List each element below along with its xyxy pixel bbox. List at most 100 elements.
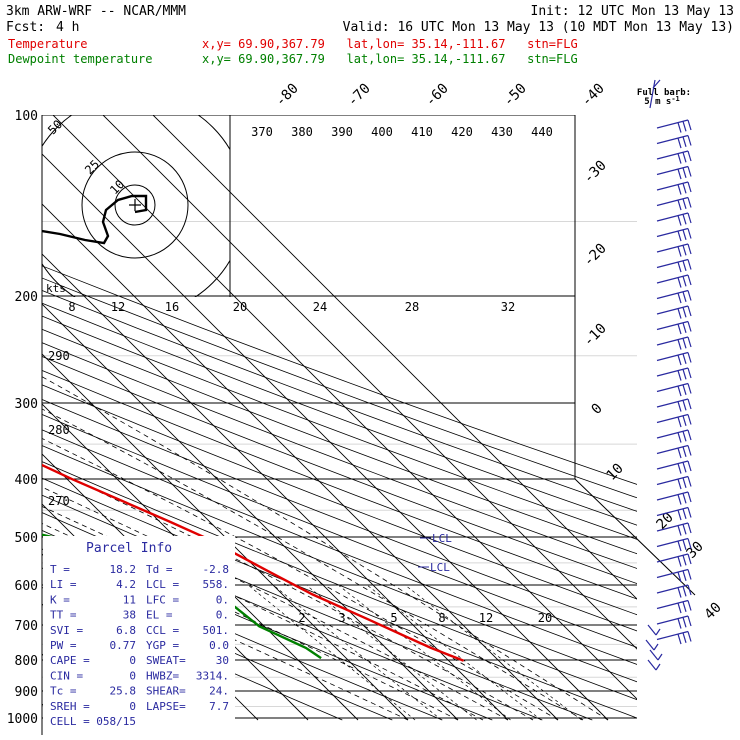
isotherm-right-label: 10 [604,461,627,484]
wind-barb-feather [677,277,682,288]
wind-barb-shaft [656,258,689,269]
wind-barb-feather [687,321,692,332]
parcel-param-value: 24. [209,685,229,698]
wind-barb-feather [682,601,687,612]
wind-barb-feather [677,432,682,443]
wind-barb-feather [687,538,692,549]
fcst-label: Fcst: [6,20,45,35]
isotherm-line [52,115,637,700]
wind-barb [656,382,692,397]
wind-barb-feather [687,305,692,317]
wind-barb [656,212,692,226]
wind-barb [656,351,692,366]
dry-adiabat-line [42,342,637,569]
wind-barb-feather [677,168,682,180]
wind-barb [656,119,692,133]
wind-barb-feather [682,136,687,147]
parcel-info-panel: Parcel Info T = 18.2 Td = -2.8 LI = 4.2 LCL = 5… [43,536,235,730]
parcel-param-value: 558. [203,578,230,591]
wind-barb-feather [687,553,692,565]
wind-barb-feather [677,215,682,226]
theta-left-label: 280 [48,423,70,437]
parcel-param-label: SHEAR= [146,685,186,698]
wind-barb-feather [687,507,692,518]
wind-barb [656,429,692,443]
wind-barb-feather [677,385,682,397]
wind-barb-shaft [656,181,689,191]
parcel-param-label: CIN = [50,669,83,682]
wind-barb-shaft [656,475,689,486]
wind-barb-feather [682,260,687,271]
parcel-param-label: PW = [50,639,77,652]
wind-barb [656,320,692,335]
wind-barb-feather [682,121,687,132]
wind-barb [656,289,692,304]
wind-barb-feather [687,600,692,611]
hodo-speed-label: 32 [501,300,515,314]
wind-barb-feather [677,292,682,304]
wind-barb-feather [677,339,682,350]
pressure-tick-label: 700 [15,619,38,634]
wind-barb [656,150,692,164]
theta-label: 420 [451,125,473,139]
hodo-speed-label: 12 [111,300,125,314]
parcel-param-value: 6.8 [116,624,136,637]
init-time: Init: 12 UTC Mon 13 May 13 [531,4,735,19]
wind-barb-shaft [656,413,689,424]
isotherm-top-label: -80 [273,81,302,110]
wind-barb-shaft [656,274,689,284]
wind-barb-feather [682,338,687,349]
dry-adiabat-line [42,587,343,721]
wind-barb-feather [677,261,682,273]
wind-barb-shaft [656,289,689,300]
temperature-location: x,y= 69.90,367.79 lat,lon= 35.14,-111.67… [202,37,578,51]
dry-adiabat-line [42,399,637,632]
wind-barb-feather [677,587,682,598]
wind-barb-feather [682,276,687,287]
wind-barb-feather [682,369,687,380]
hodo-speed-label: 28 [405,300,419,314]
theta-left-label: 270 [48,494,70,508]
mixing-ratio-line [405,585,582,721]
wind-barb-feather [682,508,687,519]
parcel-param-label: CAPE = [50,654,90,667]
wind-barb-feather [682,198,687,209]
barb-legend-units: 5 m s-1 [644,95,680,107]
wind-barb-feather [677,633,682,645]
hodo-ring-label: 10 [107,177,127,197]
hodo-speed-label: 20 [233,300,247,314]
hodo-speed-label: 16 [165,300,179,314]
wind-barb-feather [677,122,682,133]
wind-barb-feather [677,540,682,552]
wind-barb-feather [687,166,692,177]
wind-barb-feather [687,383,692,394]
theta-label: 390 [331,125,353,139]
wind-barb [656,243,692,257]
wind-barb [656,553,692,567]
barb-legend-icon [649,79,661,109]
wind-barb-feather [687,290,692,301]
wind-barb-shaft [656,212,689,222]
wind-barb [656,227,692,242]
wind-barb-feather [687,460,692,472]
pressure-tick-label: 1000 [7,712,38,727]
wind-barb-feather [657,653,663,661]
mixing-ratio-label: 12 [479,611,493,625]
parcel-param-label: SREH = [50,700,90,713]
wind-barb-feather [682,415,687,426]
parcel-param-value: 7.7 [209,700,229,713]
wind-barb [656,475,692,490]
parcel-param-value: 0.0 [209,639,229,652]
mixing-ratio-label: 20 [538,611,552,625]
wind-barb-feather [682,384,687,395]
mixing-ratio-line [273,585,442,721]
wind-barb-feather [687,135,692,146]
hodo-units-label: kts [46,282,66,295]
wind-barb-feather [682,431,687,442]
parcel-param-label: LI = [50,578,77,591]
theta-label: 440 [531,125,553,139]
wind-barb-feather [687,150,692,162]
dewpoint-legend: Dewpoint temperature [8,52,153,66]
mixing-ratio-line [248,585,416,721]
isotherm-line [42,403,359,721]
